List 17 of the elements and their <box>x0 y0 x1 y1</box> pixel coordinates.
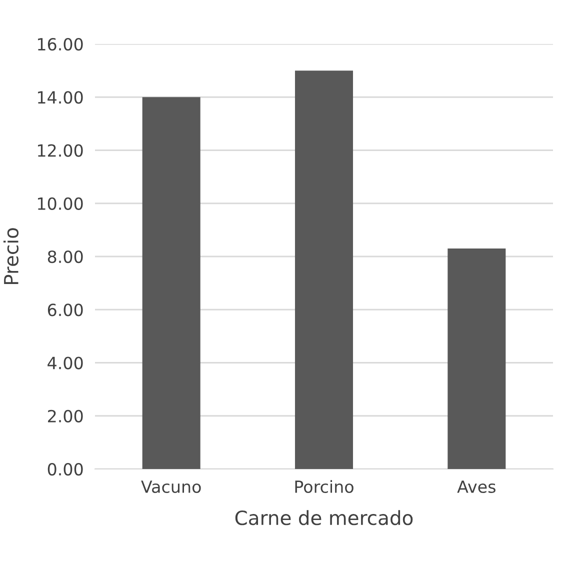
bar <box>142 97 200 469</box>
bar <box>294 70 354 469</box>
y-tick-label: 12.00 <box>38 144 83 157</box>
y-tick-label: 4.00 <box>48 356 83 370</box>
x-tick-label: Porcino <box>295 480 354 494</box>
y-tick-label: 0.00 <box>48 462 83 476</box>
y-axis-title: Precio <box>3 228 19 284</box>
y-tick-label: 8.00 <box>48 250 83 264</box>
y-tick-label: 14.00 <box>38 91 83 104</box>
x-tick-label: Aves <box>457 480 496 494</box>
y-tick-label: 16.00 <box>38 38 83 51</box>
y-tick-label: 2.00 <box>48 410 83 422</box>
y-tick-label: 10.00 <box>38 197 83 210</box>
x-tick-label: Vacuno <box>141 480 201 494</box>
y-tick-label: 6.00 <box>48 304 83 316</box>
bar <box>448 248 506 469</box>
x-axis-title: Carne de mercado <box>235 510 413 526</box>
